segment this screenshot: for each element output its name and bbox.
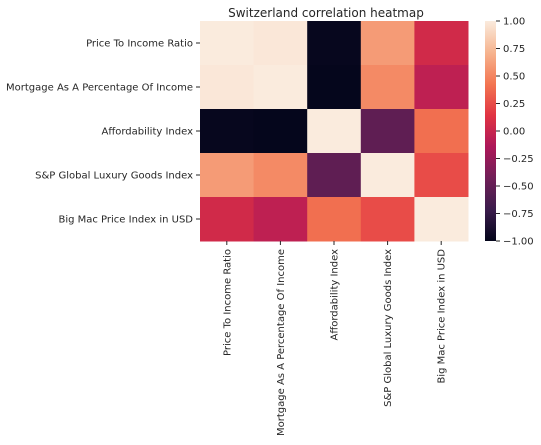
column-label: Mortgage As A Percentage Of Income <box>276 249 287 436</box>
heatmap-cell <box>414 197 469 242</box>
heatmap-cell <box>307 109 362 154</box>
heatmap-cell <box>253 109 308 154</box>
heatmap-cell <box>360 65 415 110</box>
heatmap-cell <box>307 21 362 66</box>
heatmap-cell <box>200 65 255 110</box>
colorbar-tick-label: 0.75 <box>503 44 525 55</box>
colorbar-tick-label: −0.75 <box>503 209 534 220</box>
heatmap-cell <box>200 153 255 198</box>
column-label: Big Mac Price Index in USD <box>437 249 448 384</box>
heatmap-cell <box>200 21 255 66</box>
heatmap-cell <box>200 109 255 154</box>
colorbar-tick-label: 0.00 <box>503 127 525 138</box>
heatmap-cell <box>253 153 308 198</box>
colorbar <box>485 21 496 241</box>
row-label: Affordability Index <box>102 127 194 138</box>
row-label: S&P Global Luxury Goods Index <box>35 171 193 182</box>
column-labels: Price To Income Ratio Mortgage As A Perce… <box>222 241 448 436</box>
heatmap-cell <box>414 21 469 66</box>
column-label: Price To Income Ratio <box>222 249 233 356</box>
heatmap-cell <box>200 197 255 242</box>
heatmap-cell <box>307 153 362 198</box>
row-labels: Price To Income Ratio Mortgage As A Perce… <box>6 39 200 226</box>
colorbar-tick-label: −1.00 <box>503 237 534 248</box>
heatmap-cell <box>414 109 469 154</box>
heatmap-cell <box>253 65 308 110</box>
colorbar-tick-label: 1.00 <box>503 17 525 28</box>
row-label: Price To Income Ratio <box>86 39 193 50</box>
heatmap-cell <box>307 65 362 110</box>
heatmap-cell <box>414 153 469 198</box>
heatmap-cell <box>253 197 308 242</box>
heatmap-cell <box>360 109 415 154</box>
heatmap-cell <box>360 197 415 242</box>
heatmap-cell <box>360 153 415 198</box>
heatmap-cells <box>200 21 469 242</box>
row-label: Big Mac Price Index in USD <box>58 215 193 226</box>
column-label: Affordability Index <box>330 249 341 341</box>
colorbar-tick-label: 0.50 <box>503 72 525 83</box>
colorbar-ticks: 1.00 0.75 0.50 0.25 0.00 −0.25 −0.50 −0.75 −1.00 <box>496 17 534 248</box>
colorbar-tick-label: −0.50 <box>503 182 534 193</box>
heatmap-cell <box>360 21 415 66</box>
heatmap-cell <box>307 197 362 242</box>
heatmap-cell <box>414 65 469 110</box>
colorbar-tick-label: −0.25 <box>503 154 534 165</box>
chart-title: Switzerland correlation heatmap <box>228 6 424 20</box>
row-label: Mortgage As A Percentage Of Income <box>6 83 193 94</box>
heatmap-cell <box>253 21 308 66</box>
colorbar-tick-label: 0.25 <box>503 99 525 110</box>
column-label: S&P Global Luxury Goods Index <box>383 249 394 407</box>
